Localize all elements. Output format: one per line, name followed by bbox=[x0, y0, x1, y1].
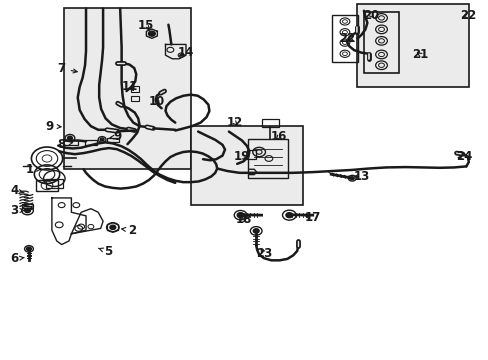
Text: 13: 13 bbox=[353, 170, 369, 183]
Text: 18: 18 bbox=[235, 213, 251, 226]
Text: 7: 7 bbox=[58, 62, 77, 75]
Bar bbox=[107, 138, 119, 142]
Bar bbox=[21, 204, 33, 208]
Circle shape bbox=[148, 31, 155, 36]
Text: 4: 4 bbox=[10, 184, 24, 197]
Bar bbox=[131, 86, 139, 92]
Bar bbox=[363, 12, 398, 73]
Bar bbox=[45, 179, 63, 188]
Circle shape bbox=[24, 208, 30, 213]
Circle shape bbox=[237, 213, 244, 218]
Bar bbox=[247, 150, 256, 159]
Bar bbox=[248, 139, 288, 178]
Text: 1: 1 bbox=[26, 163, 41, 176]
Text: 21: 21 bbox=[411, 48, 427, 61]
Text: 22: 22 bbox=[338, 32, 354, 45]
Circle shape bbox=[349, 177, 353, 180]
Bar bbox=[64, 8, 190, 169]
Bar bbox=[262, 119, 278, 127]
Text: 8: 8 bbox=[58, 138, 72, 150]
Bar bbox=[131, 96, 139, 101]
Text: 9: 9 bbox=[110, 130, 122, 144]
Text: 23: 23 bbox=[255, 247, 272, 260]
Text: 12: 12 bbox=[226, 116, 243, 129]
Circle shape bbox=[253, 229, 259, 233]
Bar bbox=[84, 140, 97, 145]
Bar bbox=[36, 180, 58, 191]
Text: 20: 20 bbox=[363, 9, 379, 22]
Bar bbox=[63, 140, 78, 145]
Text: 9: 9 bbox=[45, 120, 61, 133]
Text: 16: 16 bbox=[270, 130, 286, 144]
Circle shape bbox=[285, 213, 292, 218]
Circle shape bbox=[26, 247, 31, 251]
Text: 5: 5 bbox=[98, 245, 112, 258]
Circle shape bbox=[110, 225, 116, 229]
Text: 11: 11 bbox=[122, 80, 138, 93]
Text: 6: 6 bbox=[10, 252, 24, 265]
Text: 14: 14 bbox=[178, 46, 194, 59]
Bar bbox=[356, 4, 468, 87]
Text: 24: 24 bbox=[455, 150, 471, 163]
Text: 19: 19 bbox=[233, 150, 249, 163]
Bar bbox=[331, 15, 357, 62]
Text: 2: 2 bbox=[122, 224, 136, 237]
Circle shape bbox=[67, 136, 72, 140]
Text: 10: 10 bbox=[148, 95, 164, 108]
Text: 17: 17 bbox=[304, 211, 320, 224]
Text: 22: 22 bbox=[459, 9, 475, 22]
Text: 15: 15 bbox=[138, 19, 154, 32]
Circle shape bbox=[100, 138, 104, 141]
Bar bbox=[190, 126, 303, 205]
Text: 3: 3 bbox=[10, 204, 24, 217]
